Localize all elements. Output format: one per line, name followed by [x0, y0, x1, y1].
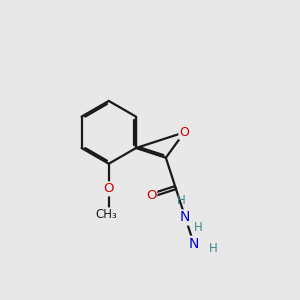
- Text: H: H: [209, 242, 218, 255]
- Text: O: O: [146, 189, 156, 202]
- Text: N: N: [189, 237, 199, 251]
- Text: N: N: [180, 211, 190, 224]
- Text: H: H: [177, 194, 186, 207]
- Text: O: O: [103, 182, 114, 195]
- Text: H: H: [194, 220, 203, 234]
- Text: CH₃: CH₃: [95, 208, 117, 221]
- Text: O: O: [179, 126, 189, 139]
